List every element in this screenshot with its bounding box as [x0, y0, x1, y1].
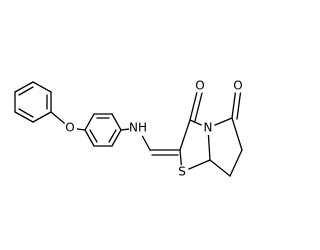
- page: O NH O N S O (() => { const data = JSON.…: [14, 78, 245, 179]
- atom-label: NH: [129, 121, 147, 135]
- atom-label: O: [195, 79, 204, 93]
- bonds: [14, 81, 243, 177]
- atom-label: N: [204, 121, 213, 135]
- atom-label: O: [65, 121, 74, 135]
- structure: O NH O N S O: [14, 78, 245, 179]
- atom-label: S: [178, 165, 186, 179]
- atom-labels: O NH O N S O: [63, 79, 245, 179]
- atom-label: O: [233, 79, 242, 93]
